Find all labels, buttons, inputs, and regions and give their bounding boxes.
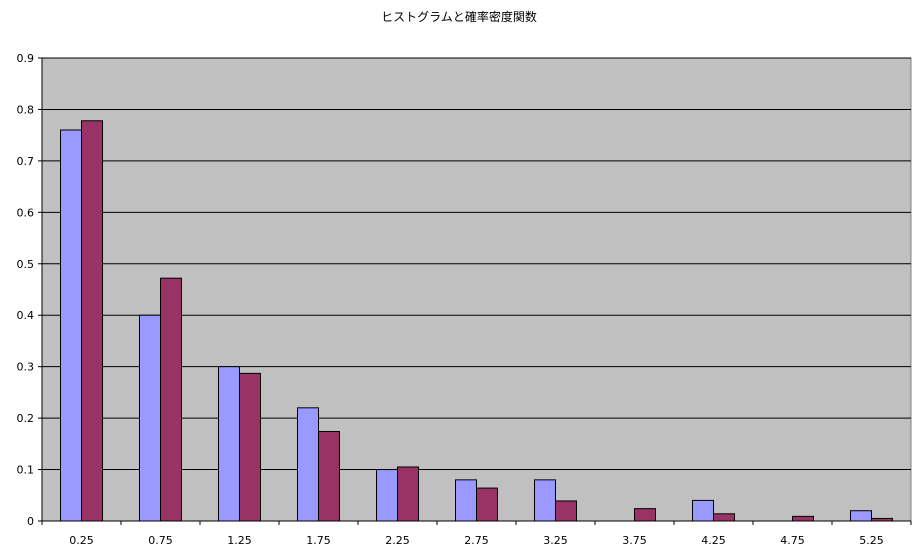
density-bar [476, 487, 498, 522]
plot-area [41, 57, 912, 522]
y-tick-label: 0 [27, 515, 34, 528]
density-bar [555, 500, 577, 522]
density-bar [318, 430, 340, 522]
y-tick-label: 0.5 [17, 258, 35, 271]
density-bar [871, 517, 893, 522]
x-tick-label: 4.25 [701, 534, 726, 547]
density-bar [634, 508, 656, 522]
y-tick-label: 0.7 [17, 155, 35, 168]
x-tick-label: 0.75 [148, 534, 173, 547]
density-bar [81, 120, 103, 522]
density-bar [397, 466, 419, 522]
x-tick-label: 0.25 [69, 534, 94, 547]
y-tick-label: 0.4 [17, 309, 35, 322]
histogram-bar [218, 366, 240, 522]
density-bar [792, 515, 814, 522]
x-tick-label: 5.25 [859, 534, 884, 547]
x-tick-label: 1.75 [306, 534, 331, 547]
histogram-bar [297, 407, 319, 522]
y-tick-label: 0.3 [17, 361, 35, 374]
histogram-bar [376, 469, 398, 522]
density-bar [239, 372, 261, 522]
y-tick-label: 0.8 [17, 103, 35, 116]
histogram-bar [60, 129, 82, 522]
chart-title: ヒストグラムと確率密度関数 [381, 10, 537, 24]
y-tick-label: 0.1 [17, 464, 35, 477]
histogram-bar [455, 479, 477, 522]
x-tick-label: 2.25 [385, 534, 410, 547]
x-tick-label: 2.75 [464, 534, 489, 547]
histogram-bar [534, 479, 556, 522]
histogram-bar [139, 314, 161, 522]
density-bar [713, 513, 735, 522]
x-tick-label: 3.75 [622, 534, 647, 547]
density-bar [160, 277, 182, 522]
y-tick-label: 0.6 [17, 206, 35, 219]
y-tick-label: 0.9 [17, 52, 35, 65]
histogram-bar [850, 510, 872, 522]
x-tick-label: 3.25 [543, 534, 568, 547]
y-tick-label: 0.2 [17, 412, 35, 425]
x-tick-label: 1.25 [227, 534, 252, 547]
x-tick-label: 4.75 [780, 534, 805, 547]
histogram-bar [692, 499, 714, 522]
